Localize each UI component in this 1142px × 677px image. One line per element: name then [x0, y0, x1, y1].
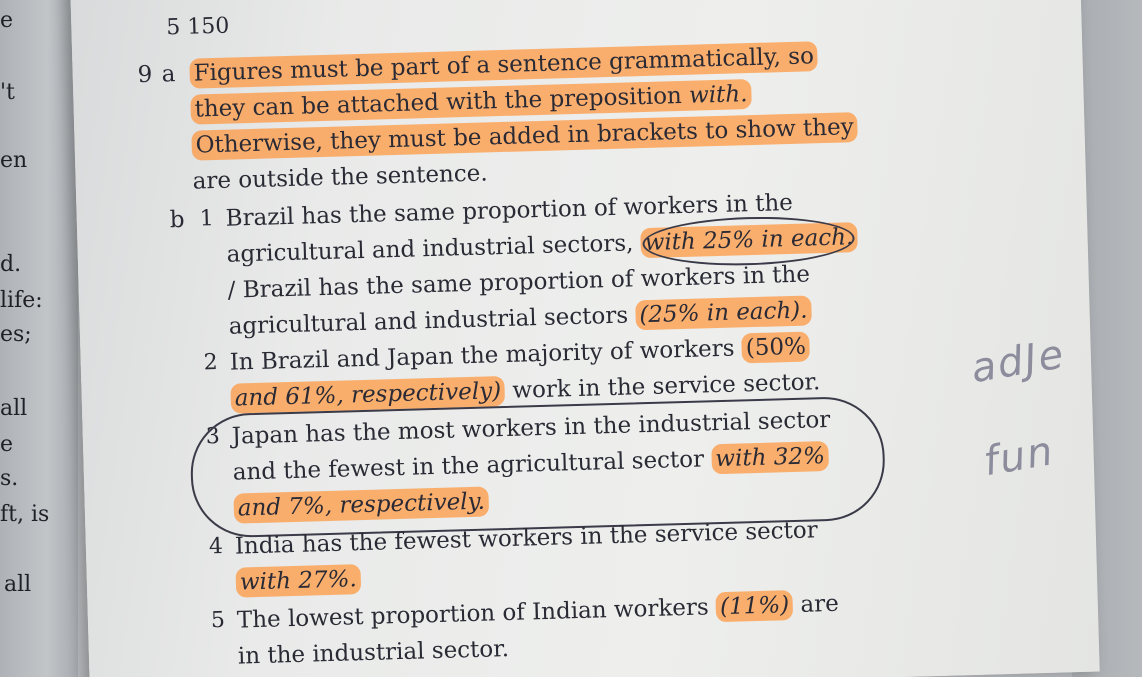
- margin-fragment: 't: [0, 80, 15, 105]
- margin-fragment: e: [0, 8, 14, 33]
- highlight: (25% in each).: [634, 295, 812, 331]
- sentence-number: 4: [208, 533, 224, 560]
- pen-circle: [641, 214, 856, 269]
- margin-fragment: en: [0, 148, 28, 173]
- margin-fragment: life:: [0, 288, 43, 313]
- text-span: they can be attached with the prepositio…: [194, 82, 690, 123]
- margin-fragment: s.: [0, 466, 19, 491]
- text-line: in the industrial sector.: [237, 636, 510, 670]
- text-span: In Brazil and Japan the majority of work…: [229, 335, 743, 376]
- text-line: are outside the sentence.: [192, 160, 488, 195]
- sentence-number: 5: [210, 607, 226, 634]
- sentence-number: 2: [203, 350, 219, 376]
- sentence-number: 1: [199, 206, 215, 232]
- text-span: are outside the sentence.: [192, 160, 488, 195]
- answer-key: 5 150 9 a Figures must be part of a sent…: [137, 0, 926, 670]
- text-line: with 27%.: [235, 564, 362, 598]
- italic-word: with.: [688, 81, 748, 109]
- text-line: The lowest proportion of Indian workers …: [236, 590, 840, 634]
- text-line: Otherwise, they must be added in bracket…: [191, 112, 859, 161]
- item-number: 9: [137, 61, 153, 89]
- highlight: with 27%.: [235, 564, 362, 598]
- margin-fragment: all: [4, 572, 32, 597]
- handwritten-note: fun: [980, 428, 1058, 486]
- text-line: they can be attached with the prepositio…: [190, 79, 752, 125]
- highlight: (50%: [741, 331, 811, 364]
- text-line: agricultural and industrial sectors (25%…: [228, 295, 812, 340]
- text-span: agricultural and industrial sectors: [228, 302, 636, 340]
- text-line: In Brazil and Japan the majority of work…: [229, 331, 811, 376]
- text-span: The lowest proportion of Indian workers: [236, 594, 717, 634]
- highlight: (11%): [715, 590, 794, 623]
- previous-page-strip: e 't en d. life: es; all e s. ft, is all: [0, 0, 78, 677]
- margin-fragment: es;: [0, 322, 32, 347]
- pen-loop: [189, 395, 887, 539]
- page-reference: 5 150: [166, 13, 230, 41]
- margin-fragment: e: [0, 432, 14, 457]
- text-line: / Brazil has the same proportion of work…: [227, 261, 811, 304]
- text-span: agricultural and industrial sectors,: [226, 230, 642, 268]
- book-page: 5 150 9 a Figures must be part of a sent…: [70, 0, 1100, 677]
- margin-fragment: d.: [0, 252, 22, 277]
- margin-fragment: ft, is: [0, 502, 50, 527]
- margin-fragment: all: [0, 396, 28, 421]
- part-label-b: b: [169, 206, 185, 234]
- text-span: are: [792, 590, 840, 619]
- handwritten-note: adJe: [967, 331, 1069, 393]
- part-label-a: a: [161, 61, 176, 88]
